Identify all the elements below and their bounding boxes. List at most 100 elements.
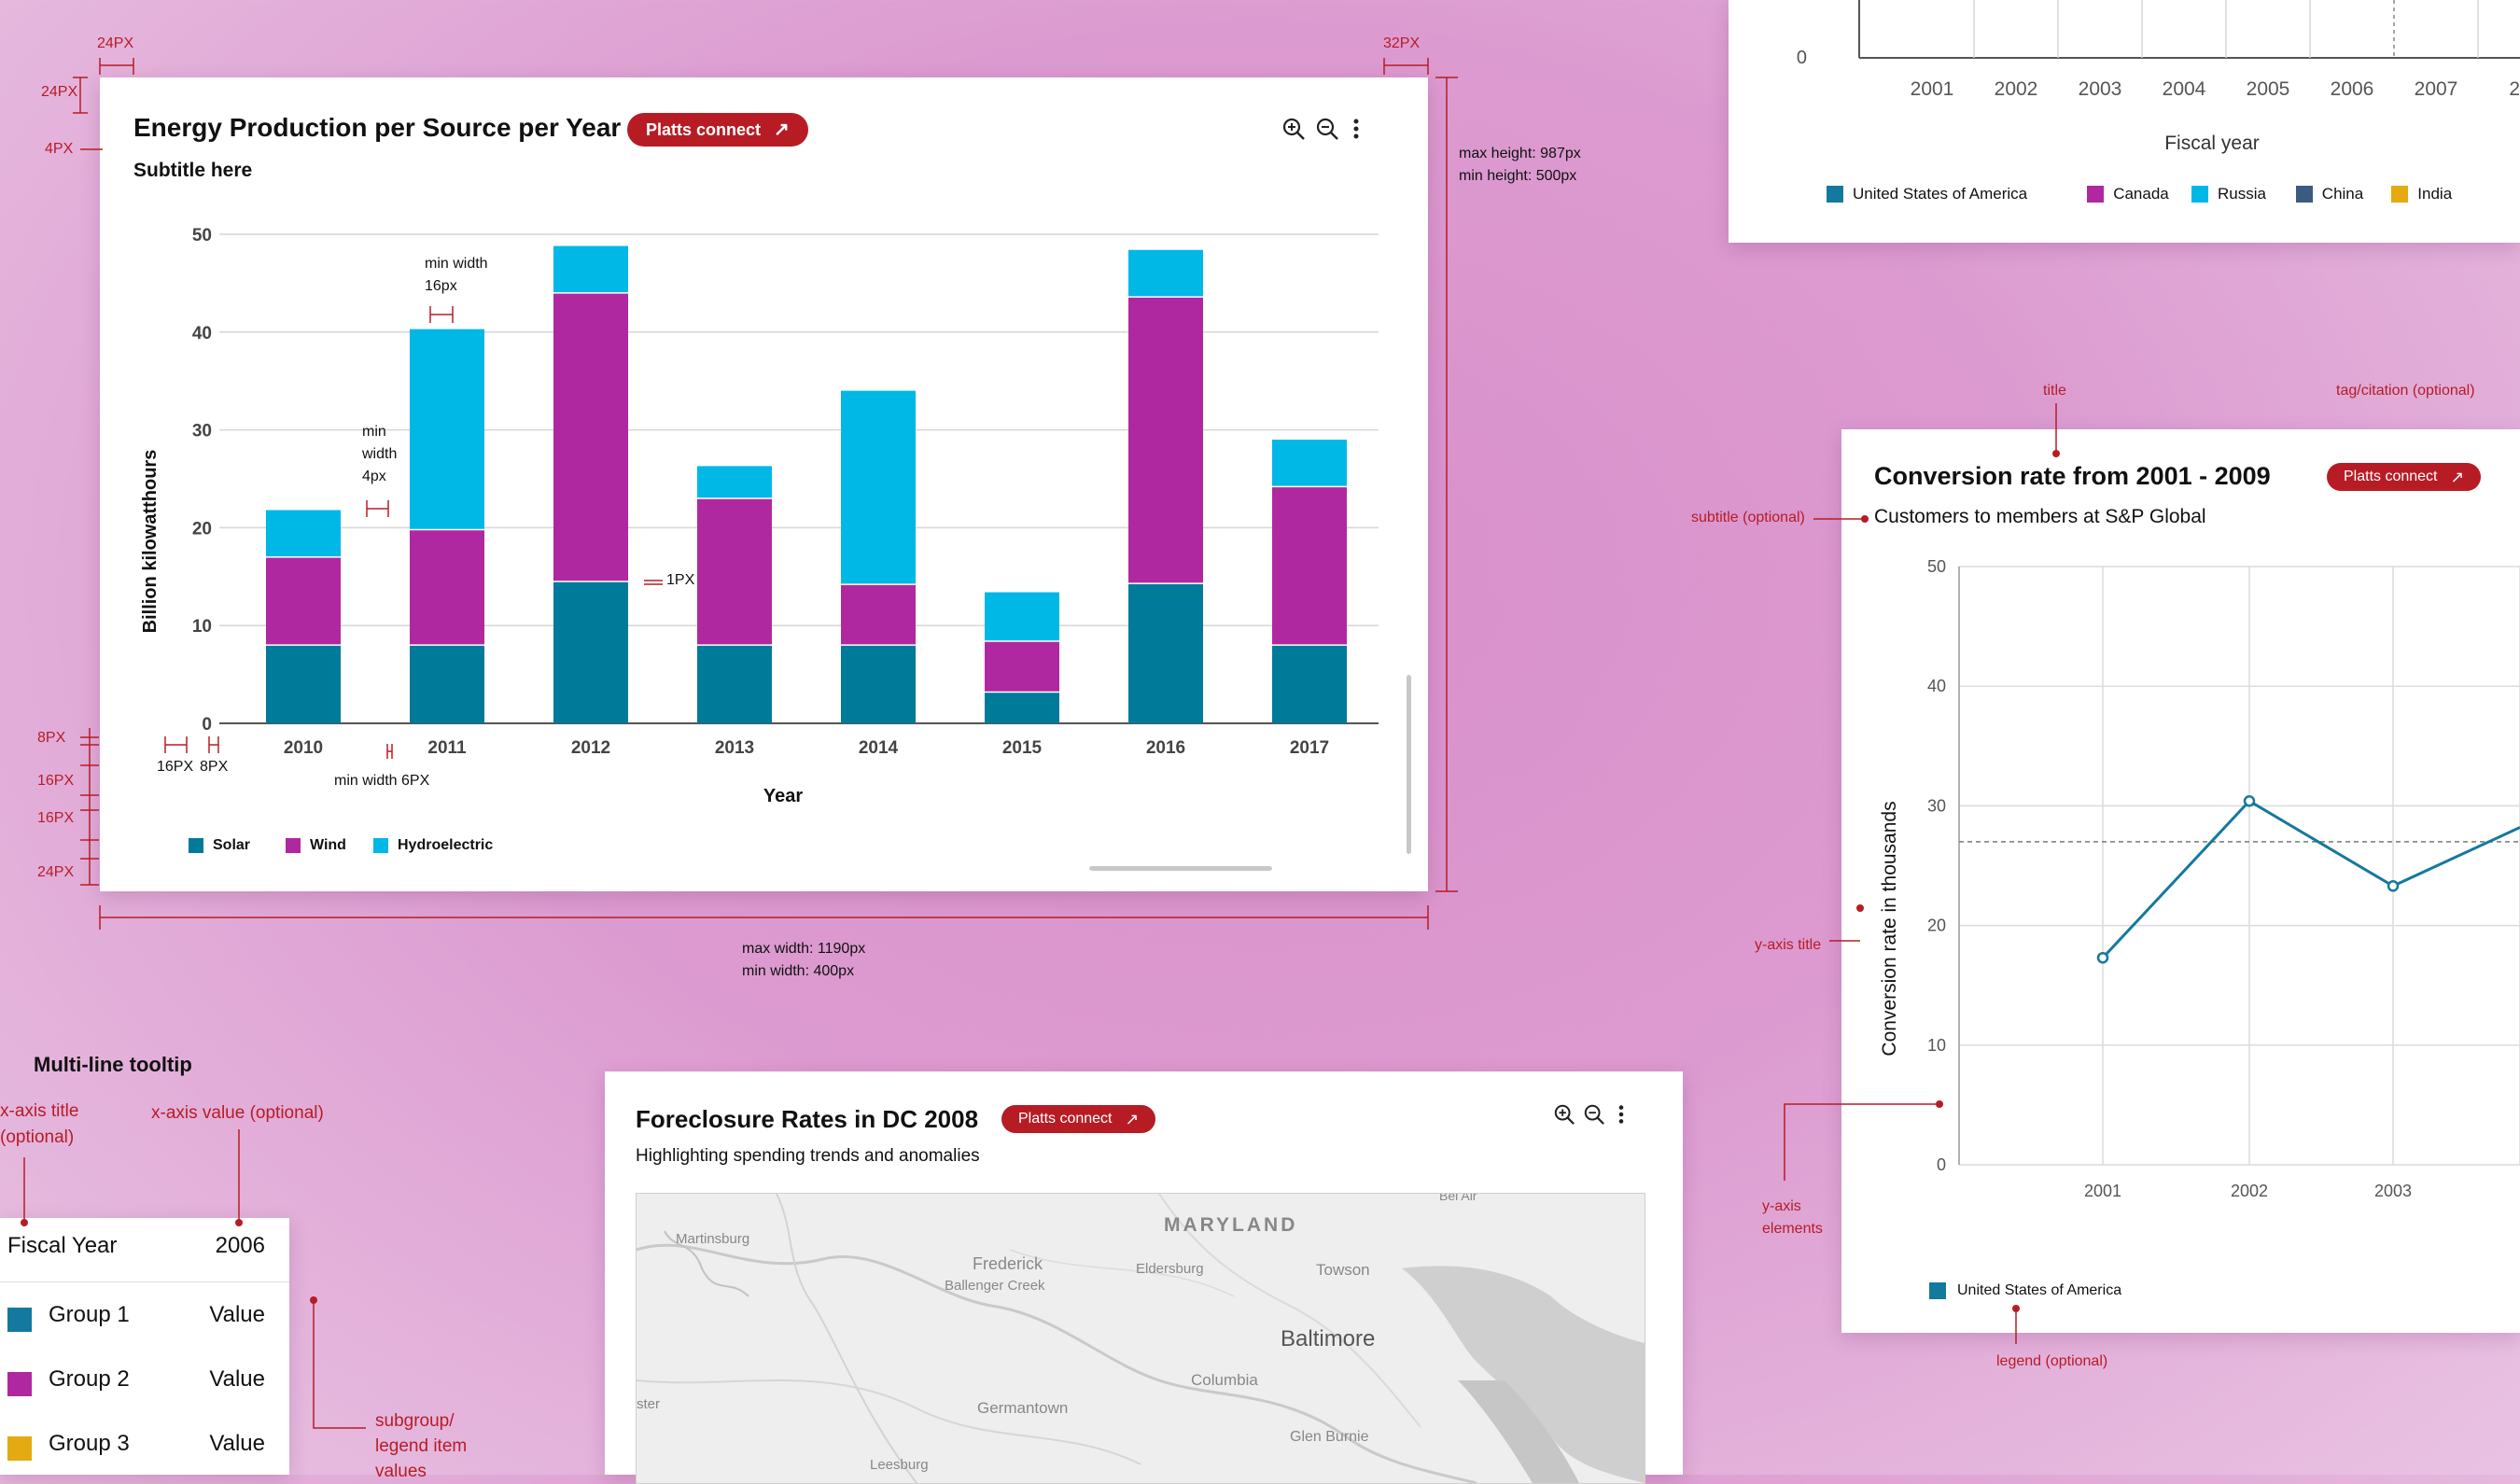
conversion-legend: United States of America — [1929, 1282, 2121, 1299]
bar-hydroelectric-2014[interactable] — [841, 390, 916, 585]
map-more-options-icon[interactable] — [1616, 1103, 1627, 1129]
bar-hydroelectric-2016[interactable] — [1128, 249, 1203, 298]
map-platts-tag[interactable]: Platts connect ↗ — [1001, 1105, 1156, 1133]
map-zoom-out-icon[interactable] — [1583, 1103, 1605, 1129]
fiscal-legend-item-russia[interactable]: Russia — [2191, 185, 2266, 203]
ann-y-axis-title: y-axis title — [1755, 937, 1822, 953]
external-link-icon: ↗ — [774, 119, 790, 140]
legend-label-usa: United States of America — [1957, 1282, 2122, 1298]
more-options-icon[interactable] — [1351, 117, 1362, 145]
ann-left-16px-a: 16PX — [37, 773, 75, 789]
horizontal-scrollbar[interactable] — [1089, 866, 1272, 871]
conversion-platts-tag[interactable]: Platts connect ↗ — [2327, 463, 2482, 491]
fiscal-x-tick-5: 2006 — [2331, 78, 2374, 100]
fiscal-legend-item-canada[interactable]: Canada — [2087, 185, 2169, 203]
map-view[interactable]: Martinsburg Frederick Ballenger Creek MARYL… — [636, 1193, 1645, 1484]
bar-solar-2010[interactable] — [266, 645, 341, 723]
x-axis-title: Year — [763, 786, 803, 806]
x-tick-2010: 2010 — [284, 738, 323, 758]
bar-wind-2017[interactable] — [1272, 486, 1347, 646]
bar-wind-2015[interactable] — [985, 640, 1059, 693]
fiscal-legend-item-india[interactable]: India — [2391, 185, 2452, 203]
map-label-glen-burnie: Glen Burnie — [1290, 1429, 1369, 1445]
y-tick-10: 10 — [192, 617, 212, 637]
bar-solar-2012[interactable] — [553, 581, 628, 723]
fiscal-legend-item-china[interactable]: China — [2295, 185, 2364, 203]
legend-label-solar: Solar — [213, 837, 251, 853]
x-tick-2017: 2017 — [1290, 738, 1329, 758]
map-title: Foreclosure Rates in DC 2008 — [636, 1105, 979, 1133]
map-zoom-in-icon[interactable] — [1553, 1103, 1575, 1129]
fiscal-x-tick-0: 2001 — [1911, 78, 1954, 100]
ann-1px: 1PX — [666, 572, 695, 588]
x-tick-2011: 2011 — [427, 738, 467, 758]
map-label-towson: Towson — [1316, 1261, 1370, 1279]
map-label-germantown: Germantown — [977, 1399, 1069, 1417]
legend-label-wind: Wind — [310, 837, 346, 853]
fiscal-legend-swatch-united-states-of-america — [1827, 186, 1843, 203]
tooltip-divider — [0, 1281, 289, 1282]
conversion-line-chart: 0 10 20 30 40 50 2001 2002 2003 Conversion rate… — [1879, 557, 2520, 1200]
tooltip-group-value-3: Value — [209, 1431, 265, 1456]
conv-y-tick-0: 0 — [1937, 1155, 1946, 1174]
ann-y-axis-elements-a: y-axis — [1762, 1198, 1801, 1214]
legend-item-hydroelectric[interactable]: Hydroelectric — [373, 837, 493, 854]
conv-point-2002[interactable] — [2243, 795, 2256, 807]
ann-bottom-8px: 8PX — [200, 759, 229, 775]
ann-x-axis-title-b: (optional) — [0, 1127, 75, 1147]
y-tick-40: 40 — [192, 324, 212, 343]
fiscal-legend-label-china: China — [2321, 185, 2364, 203]
map-label-ster: ster — [637, 1396, 661, 1412]
map-label-ballenger-creek: Ballenger Creek — [945, 1278, 1045, 1294]
bar-hydroelectric-2013[interactable] — [697, 466, 772, 498]
bar-solar-2014[interactable] — [841, 645, 916, 723]
legend-item-solar[interactable]: Solar — [189, 837, 250, 854]
platts-connect-label: Platts connect — [646, 119, 762, 139]
bar-hydroelectric-2010[interactable] — [266, 510, 341, 557]
zoom-out-icon[interactable] — [1315, 117, 1339, 145]
bar-hydroelectric-2017[interactable] — [1272, 440, 1347, 487]
bar-wind-2010[interactable] — [266, 556, 341, 646]
fiscal-legend-label-india: India — [2417, 185, 2453, 203]
fiscal-legend-swatch-canada — [2087, 186, 2105, 203]
map-label-frederick: Frederick — [973, 1254, 1043, 1273]
bar-hydroelectric-2012[interactable] — [553, 245, 628, 293]
bar-solar-2015[interactable] — [985, 692, 1059, 723]
conv-point-2003[interactable] — [2387, 880, 2400, 892]
bar-wind-2016[interactable] — [1128, 297, 1203, 584]
conv-point-2001[interactable] — [2096, 951, 2109, 964]
tooltip-group-value-2: Value — [209, 1366, 265, 1392]
legend-item-wind[interactable]: Wind — [286, 837, 346, 854]
bar-solar-2013[interactable] — [697, 645, 772, 723]
legend-swatch-usa — [1929, 1282, 1946, 1299]
conv-y-tick-50: 50 — [1927, 557, 1946, 576]
ann-bottom-16px: 16PX — [157, 759, 194, 775]
bar-wind-2014[interactable] — [841, 584, 916, 646]
fiscal-x-tick-6: 2007 — [2415, 78, 2458, 100]
conversion-title: Conversion rate from 2001 - 2009 — [1874, 462, 2271, 490]
fiscal-legend-item-united-states-of-america[interactable]: United States of America — [1827, 185, 2027, 203]
map-platts-label: Platts connect — [1018, 1111, 1113, 1127]
ann-subgroup-b: legend item — [375, 1436, 468, 1456]
bar-wind-2013[interactable] — [697, 497, 772, 646]
conversion-subtitle: Customers to members at S&P Global — [1874, 506, 2206, 527]
bar-solar-2011[interactable] — [410, 645, 484, 723]
ann-y-axis-elements-b: elements — [1762, 1221, 1823, 1237]
x-tick-2012: 2012 — [571, 738, 610, 758]
bar-wind-2011[interactable] — [410, 529, 484, 646]
map-label-leesburg: Leesburg — [870, 1457, 929, 1473]
y-axis-title: Billion kilowatthours — [140, 450, 161, 634]
platts-connect-tag[interactable]: Platts connect ↗ — [627, 113, 808, 147]
ann-min-width: min width: 400px — [742, 963, 855, 979]
ann-x-axis-title-a: x-axis title — [0, 1101, 79, 1121]
fiscal-legend-label-russia: Russia — [2218, 185, 2266, 203]
vertical-scrollbar[interactable] — [1407, 675, 1411, 854]
bar-solar-2016[interactable] — [1128, 583, 1203, 723]
bar-wind-2012[interactable] — [553, 292, 628, 582]
bar-hydroelectric-2011[interactable] — [410, 329, 484, 530]
bar-hydroelectric-2015[interactable] — [985, 592, 1059, 641]
zoom-in-icon[interactable] — [1281, 117, 1306, 145]
fiscal-x-axis-title: Fiscal year — [2164, 133, 2260, 154]
bar-solar-2017[interactable] — [1272, 645, 1347, 723]
tooltip-swatch-3 — [7, 1436, 32, 1461]
